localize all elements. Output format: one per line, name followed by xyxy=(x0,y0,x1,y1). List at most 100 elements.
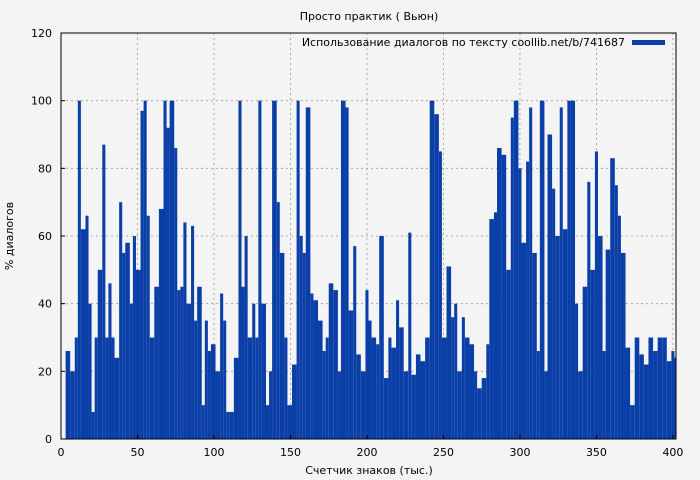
x-tick-label: 150 xyxy=(280,446,301,459)
bar xyxy=(204,320,208,439)
bar xyxy=(617,215,621,439)
y-axis-label: % диалогов xyxy=(3,202,16,270)
bar xyxy=(587,181,591,439)
bar xyxy=(446,266,452,439)
bar xyxy=(313,300,319,439)
x-tick-label: 250 xyxy=(433,446,454,459)
bars xyxy=(65,100,676,440)
bar xyxy=(555,236,560,439)
chart-title: Просто практик ( Вьюн) xyxy=(300,10,438,23)
bar xyxy=(464,337,470,439)
bar xyxy=(451,317,455,439)
bar xyxy=(119,202,123,439)
bar xyxy=(220,293,224,439)
bar xyxy=(194,320,198,439)
bar xyxy=(65,351,71,439)
bar xyxy=(80,229,86,439)
bar xyxy=(614,185,618,439)
bar xyxy=(229,411,234,439)
bar xyxy=(477,388,482,439)
bar xyxy=(266,405,270,439)
bar xyxy=(186,303,192,439)
bar xyxy=(102,144,106,439)
x-tick-label: 50 xyxy=(130,446,144,459)
bar xyxy=(510,117,514,439)
y-tick-label: 0 xyxy=(45,433,52,446)
bar xyxy=(441,337,447,439)
bar xyxy=(111,337,115,439)
bar xyxy=(146,215,150,439)
bar xyxy=(391,347,397,439)
bar xyxy=(489,219,494,439)
bar xyxy=(396,300,400,439)
bar xyxy=(403,371,409,439)
bar xyxy=(399,327,404,439)
bar xyxy=(74,337,78,439)
bar xyxy=(365,290,369,439)
bar xyxy=(567,100,571,440)
bar xyxy=(215,371,221,439)
y-tick-label: 40 xyxy=(38,298,52,311)
bar xyxy=(605,249,611,439)
y-tick-label: 80 xyxy=(38,162,52,175)
bar xyxy=(376,344,380,439)
bar xyxy=(125,242,130,439)
bar xyxy=(521,242,527,439)
bar xyxy=(461,317,465,439)
bar xyxy=(279,252,285,439)
bar xyxy=(85,215,89,439)
bar xyxy=(94,337,98,439)
bar xyxy=(305,107,311,439)
bar xyxy=(140,110,144,440)
bar xyxy=(247,337,253,439)
y-tick-label: 60 xyxy=(38,230,52,243)
bar xyxy=(328,283,334,439)
bar xyxy=(497,148,502,440)
bar xyxy=(226,411,230,439)
bar xyxy=(620,252,626,439)
bar xyxy=(269,371,273,439)
bar xyxy=(348,310,354,439)
bar xyxy=(625,347,631,439)
bar xyxy=(169,100,175,440)
bar xyxy=(544,371,548,439)
bar xyxy=(149,337,155,439)
bar xyxy=(183,222,187,439)
bar xyxy=(559,107,563,439)
x-tick-label: 100 xyxy=(203,446,224,459)
bar xyxy=(526,161,530,440)
bar xyxy=(518,168,522,440)
bar xyxy=(177,290,181,439)
bar xyxy=(318,320,323,439)
bar xyxy=(258,100,262,440)
bar xyxy=(582,286,588,439)
bar xyxy=(536,351,540,439)
bar xyxy=(325,337,329,439)
bar xyxy=(547,134,553,439)
bar xyxy=(154,286,159,439)
bar xyxy=(353,246,357,439)
bar xyxy=(207,351,211,439)
bar xyxy=(122,252,126,439)
bar xyxy=(570,100,576,440)
x-tick-label: 300 xyxy=(509,446,530,459)
bar xyxy=(602,351,606,439)
bar xyxy=(360,371,366,439)
bar xyxy=(158,208,164,439)
bar xyxy=(255,337,259,439)
y-tick-label: 100 xyxy=(31,95,52,108)
bar xyxy=(388,337,392,439)
bar xyxy=(356,354,361,439)
bar xyxy=(630,405,635,439)
bar xyxy=(671,351,675,439)
bar xyxy=(197,286,202,439)
bar xyxy=(653,351,658,439)
bar xyxy=(434,114,439,439)
bar xyxy=(287,405,293,439)
bar xyxy=(143,100,147,440)
bar xyxy=(261,303,266,439)
bar xyxy=(420,361,426,439)
bar xyxy=(223,320,227,439)
bar xyxy=(299,236,303,439)
bar xyxy=(114,357,120,439)
